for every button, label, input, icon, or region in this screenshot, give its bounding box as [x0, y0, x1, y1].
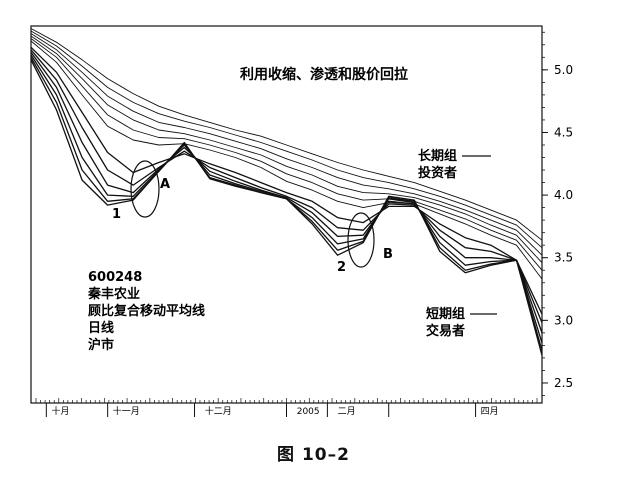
series-line-long-5	[30, 38, 543, 271]
y-axis: 2.5 3.0 3.5 4.0 4.5 5.0	[542, 31, 573, 396]
series-line-short-7	[30, 46, 543, 315]
short-group-sublabel: 交易者	[426, 323, 465, 339]
series-layer	[30, 28, 543, 356]
x-tick-label: 2005	[297, 407, 320, 417]
series-line-short-9	[30, 51, 543, 334]
series-line-short-8	[30, 49, 543, 324]
annotation-circle-a	[130, 160, 160, 218]
series-line-long-3	[30, 33, 543, 256]
series-line-long-1	[30, 28, 543, 241]
x-tick-label: 十月	[51, 405, 69, 417]
y-tick-label: 4.0	[554, 188, 573, 202]
stock-code: 600248	[88, 270, 142, 285]
market-label: 沪市	[88, 337, 114, 353]
indicator-name: 顾比复合移动平均线	[88, 303, 205, 319]
series-line-short-12	[30, 59, 543, 356]
x-tick-label: 四月	[481, 406, 499, 417]
stock-name: 秦丰农业	[87, 286, 140, 302]
annotation-a: A	[160, 177, 170, 192]
annotation-b: B	[383, 247, 393, 262]
figure-caption: 图 10–2	[277, 445, 350, 465]
timeframe-label: 日线	[88, 320, 114, 336]
y-tick-label: 5.0	[554, 63, 573, 77]
annotation-1: 1	[112, 207, 121, 222]
x-tick-label: 十一月	[113, 405, 140, 417]
x-tick-label: 二月	[338, 406, 356, 417]
y-tick-label: 4.5	[554, 125, 573, 139]
short-group-label: 短期组	[426, 306, 465, 322]
y-tick-label: 2.5	[554, 376, 573, 390]
long-group-label: 长期组	[418, 148, 457, 164]
y-tick-label: 3.5	[554, 251, 573, 265]
series-line-long-6	[30, 40, 543, 280]
y-tick-label: 3.0	[554, 313, 573, 327]
annotation-circle-b	[347, 212, 375, 268]
series-line-long-4	[30, 35, 543, 264]
long-group-sublabel: 投资者	[418, 165, 457, 181]
series-line-long-2	[30, 30, 543, 249]
chart-title: 利用收缩、渗透和股价回拉	[240, 66, 408, 83]
annotation-2: 2	[337, 260, 346, 275]
x-axis: 十月 十一月 十二月 2005 二月 四月	[35, 398, 538, 417]
x-tick-label: 十二月	[205, 405, 232, 417]
